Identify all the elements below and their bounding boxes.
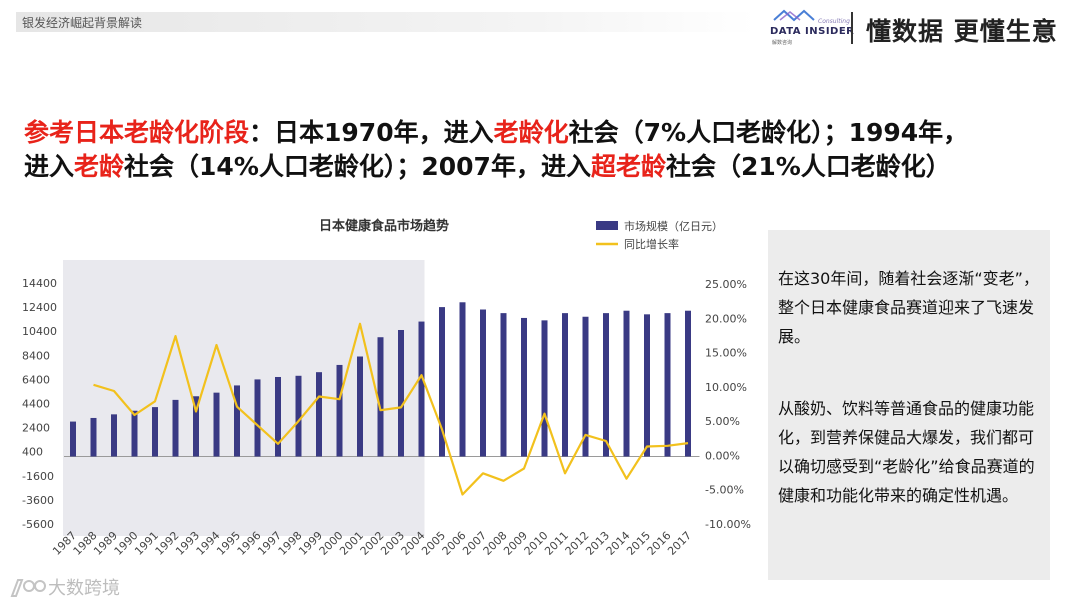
- left-tick-label: 400: [22, 446, 43, 459]
- bar: [275, 376, 281, 457]
- bar: [152, 407, 158, 457]
- bar: [623, 310, 630, 457]
- left-tick-label: 12400: [22, 301, 57, 314]
- chart-title: 日本健康食品市场趋势: [319, 218, 449, 234]
- notes-panel: 在这30年间，随着社会逐渐“变老”，整个日本健康食品赛道迎来了飞速发展。 从酸奶…: [768, 230, 1050, 580]
- left-tick-label: 6400: [22, 373, 50, 386]
- left-tick-label: 10400: [22, 325, 57, 338]
- left-tick-label: -1600: [22, 470, 54, 483]
- market-trend-chart: 日本健康食品市场趋势 市场规模（亿日元） 同比增长率 14400 12400 10400 8…: [22, 218, 751, 558]
- left-tick-label: 14400: [22, 277, 57, 290]
- bar: [357, 356, 363, 457]
- headline-segment: 老龄: [74, 152, 125, 181]
- bar: [398, 329, 404, 457]
- headline-segment: 超老龄: [590, 152, 666, 181]
- bar: [172, 399, 179, 457]
- headline-segment: 社会（14%人口老龄化）；2007年，进入: [124, 152, 591, 181]
- watermark-logo-icon: [10, 579, 46, 597]
- bar: [254, 379, 261, 457]
- bar: [562, 313, 568, 457]
- bar: [234, 385, 240, 457]
- logo-name: DATA INSIDER: [770, 26, 855, 37]
- bar: [193, 396, 199, 457]
- shaded-period: [63, 260, 425, 536]
- legend-bar-swatch: [596, 221, 618, 230]
- legend-line-label: 同比增长率: [624, 237, 679, 251]
- bar: [70, 421, 76, 457]
- bar: [90, 417, 97, 457]
- bar: [418, 321, 425, 457]
- bar: [541, 320, 548, 457]
- bar: [213, 392, 220, 457]
- headline-segment: 参考日本老龄化阶段: [24, 118, 250, 147]
- bar: [459, 302, 466, 457]
- bar: [316, 372, 322, 457]
- right-tick-label: 25.00%: [705, 278, 747, 291]
- right-tick-label: 10.00%: [705, 381, 747, 394]
- right-tick-label: -5.00%: [705, 484, 744, 497]
- left-tick-label: -5600: [22, 518, 54, 531]
- bar: [295, 375, 302, 457]
- bar: [377, 337, 384, 457]
- legend-bar-label: 市场规模（亿日元）: [624, 219, 723, 233]
- headline-segment: 老龄化: [493, 118, 569, 147]
- watermark-text: 大数跨境: [48, 578, 120, 599]
- right-tick-label: 15.00%: [705, 347, 747, 360]
- growth-line: [93, 322, 689, 496]
- bar: [582, 316, 589, 457]
- headline: 参考日本老龄化阶段：日本1970年，进入老龄化社会（7%人口老龄化）；1994年…: [24, 116, 1064, 184]
- headline-line-2: 进入老龄社会（14%人口老龄化）；2007年，进入超老龄社会（21%人口老龄化）: [24, 150, 1064, 184]
- bar: [644, 314, 650, 457]
- right-tick-label: 0.00%: [705, 449, 740, 462]
- logo-consulting-text: Consulting: [818, 18, 850, 25]
- bar: [603, 313, 609, 457]
- bar: [111, 414, 117, 457]
- header-divider: [851, 12, 853, 44]
- bar: [521, 317, 527, 457]
- bar: [131, 410, 138, 457]
- bar: [480, 309, 486, 457]
- bar: [439, 307, 445, 457]
- right-tick-label: -10.00%: [705, 518, 751, 531]
- right-tick-label: 5.00%: [705, 415, 740, 428]
- headline-segment: ：日本1970年，进入: [249, 118, 494, 147]
- headline-segment: 进入: [24, 152, 75, 181]
- bar: [336, 364, 343, 457]
- logo-subtitle: 解数咨询: [772, 40, 793, 46]
- bar: [500, 313, 507, 457]
- section-title-bar: 银发经济崛起背景解读: [16, 12, 756, 32]
- watermark: 大数跨境: [8, 574, 148, 602]
- headline-segment: 社会（21%人口老龄化）: [665, 152, 951, 181]
- x-tick-label: 2017: [665, 529, 694, 558]
- left-tick-label: 2400: [22, 422, 50, 435]
- left-tick-label: -3600: [22, 494, 54, 507]
- data-insider-logo: Consulting DATA INSIDER 解数咨询: [770, 8, 854, 46]
- right-tick-label: 20.00%: [705, 312, 747, 325]
- note-paragraph-2: 从酸奶、饮料等普通食品的健康功能化，到营养保健品大爆发，我们都可以确切感受到“老…: [778, 399, 1035, 505]
- logo-wave-icon: [773, 9, 815, 22]
- left-tick-label: 8400: [22, 349, 50, 362]
- note-paragraph-1: 在这30年间，随着社会逐渐“变老”，整个日本健康食品赛道迎来了飞速发展。: [778, 269, 1039, 346]
- left-tick-label: 4400: [22, 398, 50, 411]
- bar: [685, 310, 691, 457]
- bar: [664, 313, 671, 457]
- headline-line-1: 参考日本老龄化阶段：日本1970年，进入老龄化社会（7%人口老龄化）；1994年…: [24, 116, 1064, 150]
- slogan: 懂数据 更懂生意: [866, 17, 1058, 46]
- headline-segment: 社会（7%人口老龄化）；1994年，: [568, 118, 969, 147]
- section-title: 银发经济崛起背景解读: [22, 16, 143, 30]
